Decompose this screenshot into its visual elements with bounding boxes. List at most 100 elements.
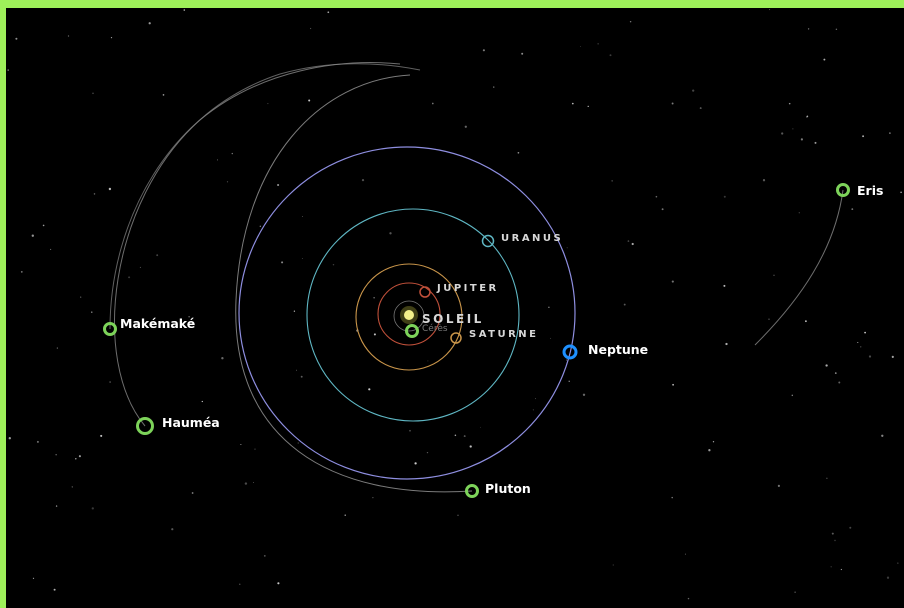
star	[869, 355, 871, 357]
star	[892, 356, 894, 358]
neptune-label[interactable]: Neptune	[588, 342, 648, 357]
star	[310, 28, 311, 29]
star	[33, 578, 34, 579]
star	[465, 126, 467, 128]
star	[373, 297, 374, 298]
star	[887, 577, 889, 579]
star	[580, 46, 581, 47]
star	[91, 311, 92, 312]
star	[227, 181, 228, 182]
sun	[404, 310, 414, 320]
star	[662, 208, 664, 210]
star	[768, 318, 770, 320]
star	[862, 135, 864, 137]
star	[688, 598, 689, 599]
star	[841, 569, 842, 570]
star	[900, 191, 902, 193]
star	[56, 454, 57, 455]
star	[221, 357, 223, 359]
star	[277, 582, 279, 584]
star	[535, 398, 536, 399]
star	[9, 437, 11, 439]
haumea-label[interactable]: Hauméa	[162, 415, 220, 430]
star	[7, 69, 8, 70]
star	[835, 372, 837, 374]
star	[826, 478, 827, 479]
star	[374, 333, 376, 335]
star	[362, 179, 364, 181]
star	[672, 384, 674, 386]
star	[569, 381, 570, 382]
star	[792, 395, 793, 396]
uranus-marker[interactable]	[483, 236, 494, 247]
pluto-label[interactable]: Pluton	[485, 481, 531, 496]
star	[37, 441, 39, 443]
star	[267, 103, 268, 104]
star	[864, 332, 866, 334]
star	[849, 527, 851, 529]
star	[583, 394, 585, 396]
star	[598, 43, 599, 44]
saturn-label[interactable]: SATURNE	[469, 329, 539, 340]
star	[15, 38, 17, 40]
star	[464, 435, 466, 437]
star	[889, 132, 891, 134]
star	[432, 103, 434, 105]
star	[54, 589, 56, 591]
star	[656, 196, 658, 198]
star	[588, 106, 589, 107]
star	[769, 9, 770, 10]
star	[111, 37, 112, 38]
star	[156, 254, 158, 256]
star	[814, 142, 816, 144]
eris-label[interactable]: Eris	[857, 183, 883, 198]
star	[612, 180, 613, 181]
star	[239, 584, 240, 585]
star	[253, 482, 254, 483]
star	[94, 193, 96, 195]
jupiter-label[interactable]: JUPITER	[436, 283, 499, 294]
star	[56, 505, 57, 506]
star	[610, 54, 612, 56]
star	[493, 87, 494, 88]
page: SOLEIL Cérès JUPITER SATURNE URANUS Nept…	[0, 0, 904, 608]
star	[572, 103, 574, 105]
star	[327, 11, 329, 13]
star	[799, 212, 800, 213]
star	[724, 196, 726, 198]
star	[298, 443, 299, 444]
star	[792, 128, 793, 129]
star	[414, 462, 416, 464]
jupiter-marker[interactable]	[420, 287, 430, 297]
star	[897, 563, 898, 564]
star	[100, 435, 102, 437]
star	[128, 276, 130, 278]
star	[301, 376, 303, 378]
star	[264, 555, 266, 557]
star	[613, 565, 614, 566]
star	[763, 179, 765, 181]
star	[427, 452, 428, 453]
makemake-label[interactable]: Makémaké	[120, 316, 195, 331]
star	[521, 53, 523, 55]
star	[409, 430, 411, 432]
haumea-orbit	[114, 63, 400, 426]
star	[217, 159, 218, 160]
star	[773, 275, 774, 276]
star	[632, 243, 634, 245]
star	[149, 22, 151, 24]
ceres-label[interactable]: Cérès	[422, 323, 448, 334]
uranus-label[interactable]: URANUS	[501, 233, 563, 244]
star	[109, 381, 111, 383]
star	[550, 338, 551, 339]
star	[80, 297, 81, 298]
makemake-orbit	[110, 64, 420, 329]
star	[624, 304, 626, 306]
star	[566, 360, 567, 361]
viewport: SOLEIL Cérès JUPITER SATURNE URANUS Nept…	[6, 8, 904, 608]
star	[628, 240, 630, 242]
star	[832, 533, 834, 535]
star	[857, 342, 858, 343]
star	[260, 226, 261, 227]
star	[881, 435, 883, 437]
